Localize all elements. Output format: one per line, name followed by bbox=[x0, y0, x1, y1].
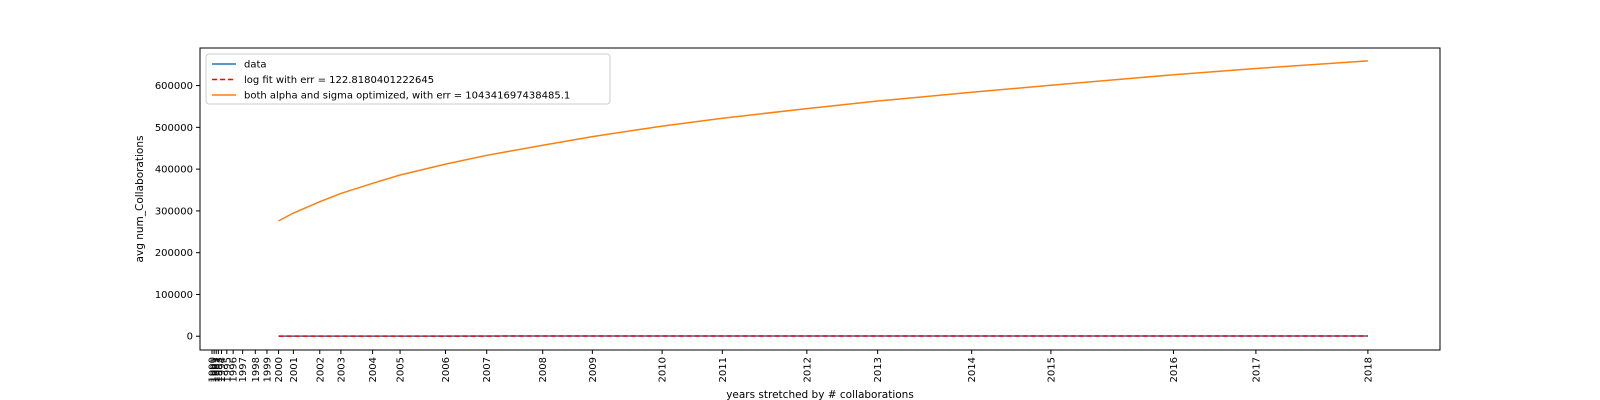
x-tick-label: 1997 bbox=[238, 357, 249, 382]
y-tick-label: 0 bbox=[187, 332, 193, 343]
x-tick-label: 2005 bbox=[396, 357, 407, 382]
x-tick-label: 2000 bbox=[274, 357, 285, 382]
x-tick-label: 2011 bbox=[718, 357, 729, 382]
x-tick-label: 2001 bbox=[289, 357, 300, 382]
x-tick-label: 2017 bbox=[1251, 357, 1262, 382]
legend-label: both alpha and sigma optimized, with err… bbox=[244, 91, 570, 102]
x-tick-label: 1992 bbox=[212, 357, 223, 382]
x-tick-label: 1993 bbox=[214, 357, 225, 382]
x-tick-label: 2003 bbox=[336, 357, 347, 382]
x-tick-label: 2008 bbox=[538, 357, 549, 382]
legend-label: data bbox=[244, 60, 267, 71]
y-axis: 0 100000 200000 300000 400000 500000 600000 bbox=[155, 81, 200, 343]
x-tick-label: 2012 bbox=[802, 357, 813, 382]
x-tick-label: 2009 bbox=[588, 357, 599, 382]
x-tick-label: 2014 bbox=[967, 357, 978, 382]
x-tick-label: 1999 bbox=[262, 357, 273, 382]
y-tick-label: 200000 bbox=[155, 248, 193, 259]
x-axis-label: years stretched by # collaborations bbox=[726, 389, 914, 400]
y-tick-label: 300000 bbox=[155, 206, 193, 217]
x-tick-label: 2015 bbox=[1046, 357, 1057, 382]
series-line-3 bbox=[278, 60, 1368, 222]
x-tick-label: 2007 bbox=[482, 357, 493, 382]
y-tick-label: 100000 bbox=[155, 290, 193, 301]
series-layer bbox=[278, 60, 1368, 337]
x-tick-label: 1990 bbox=[208, 357, 219, 382]
x-tick-label: 1994 bbox=[217, 357, 228, 382]
x-tick-label: 2016 bbox=[1169, 357, 1180, 382]
x-tick-label: 1998 bbox=[251, 357, 262, 382]
x-tick-label: 2018 bbox=[1363, 357, 1374, 382]
y-tick-label: 600000 bbox=[155, 81, 193, 92]
x-tick-label: 2010 bbox=[658, 357, 669, 382]
legend-label: log fit with err = 122.8180401222645 bbox=[244, 75, 434, 86]
plot-frame bbox=[199, 47, 1441, 351]
x-tick-label: 1991 bbox=[210, 357, 221, 382]
legend-box bbox=[205, 53, 611, 105]
x-tick-label: 2002 bbox=[315, 357, 326, 382]
x-tick-label: 2004 bbox=[368, 357, 379, 382]
y-tick-label: 400000 bbox=[155, 165, 193, 176]
x-tick-label: 1996 bbox=[229, 357, 240, 382]
y-axis-label: avg num_Collaborations bbox=[134, 136, 146, 263]
x-tick-label: 2013 bbox=[873, 357, 884, 382]
y-tick-label: 500000 bbox=[155, 123, 193, 134]
x-tick-label: 1995 bbox=[222, 357, 233, 382]
x-tick-label: 2006 bbox=[441, 357, 452, 382]
legend: data log fit with err = 122.8180401222645… bbox=[205, 53, 611, 105]
